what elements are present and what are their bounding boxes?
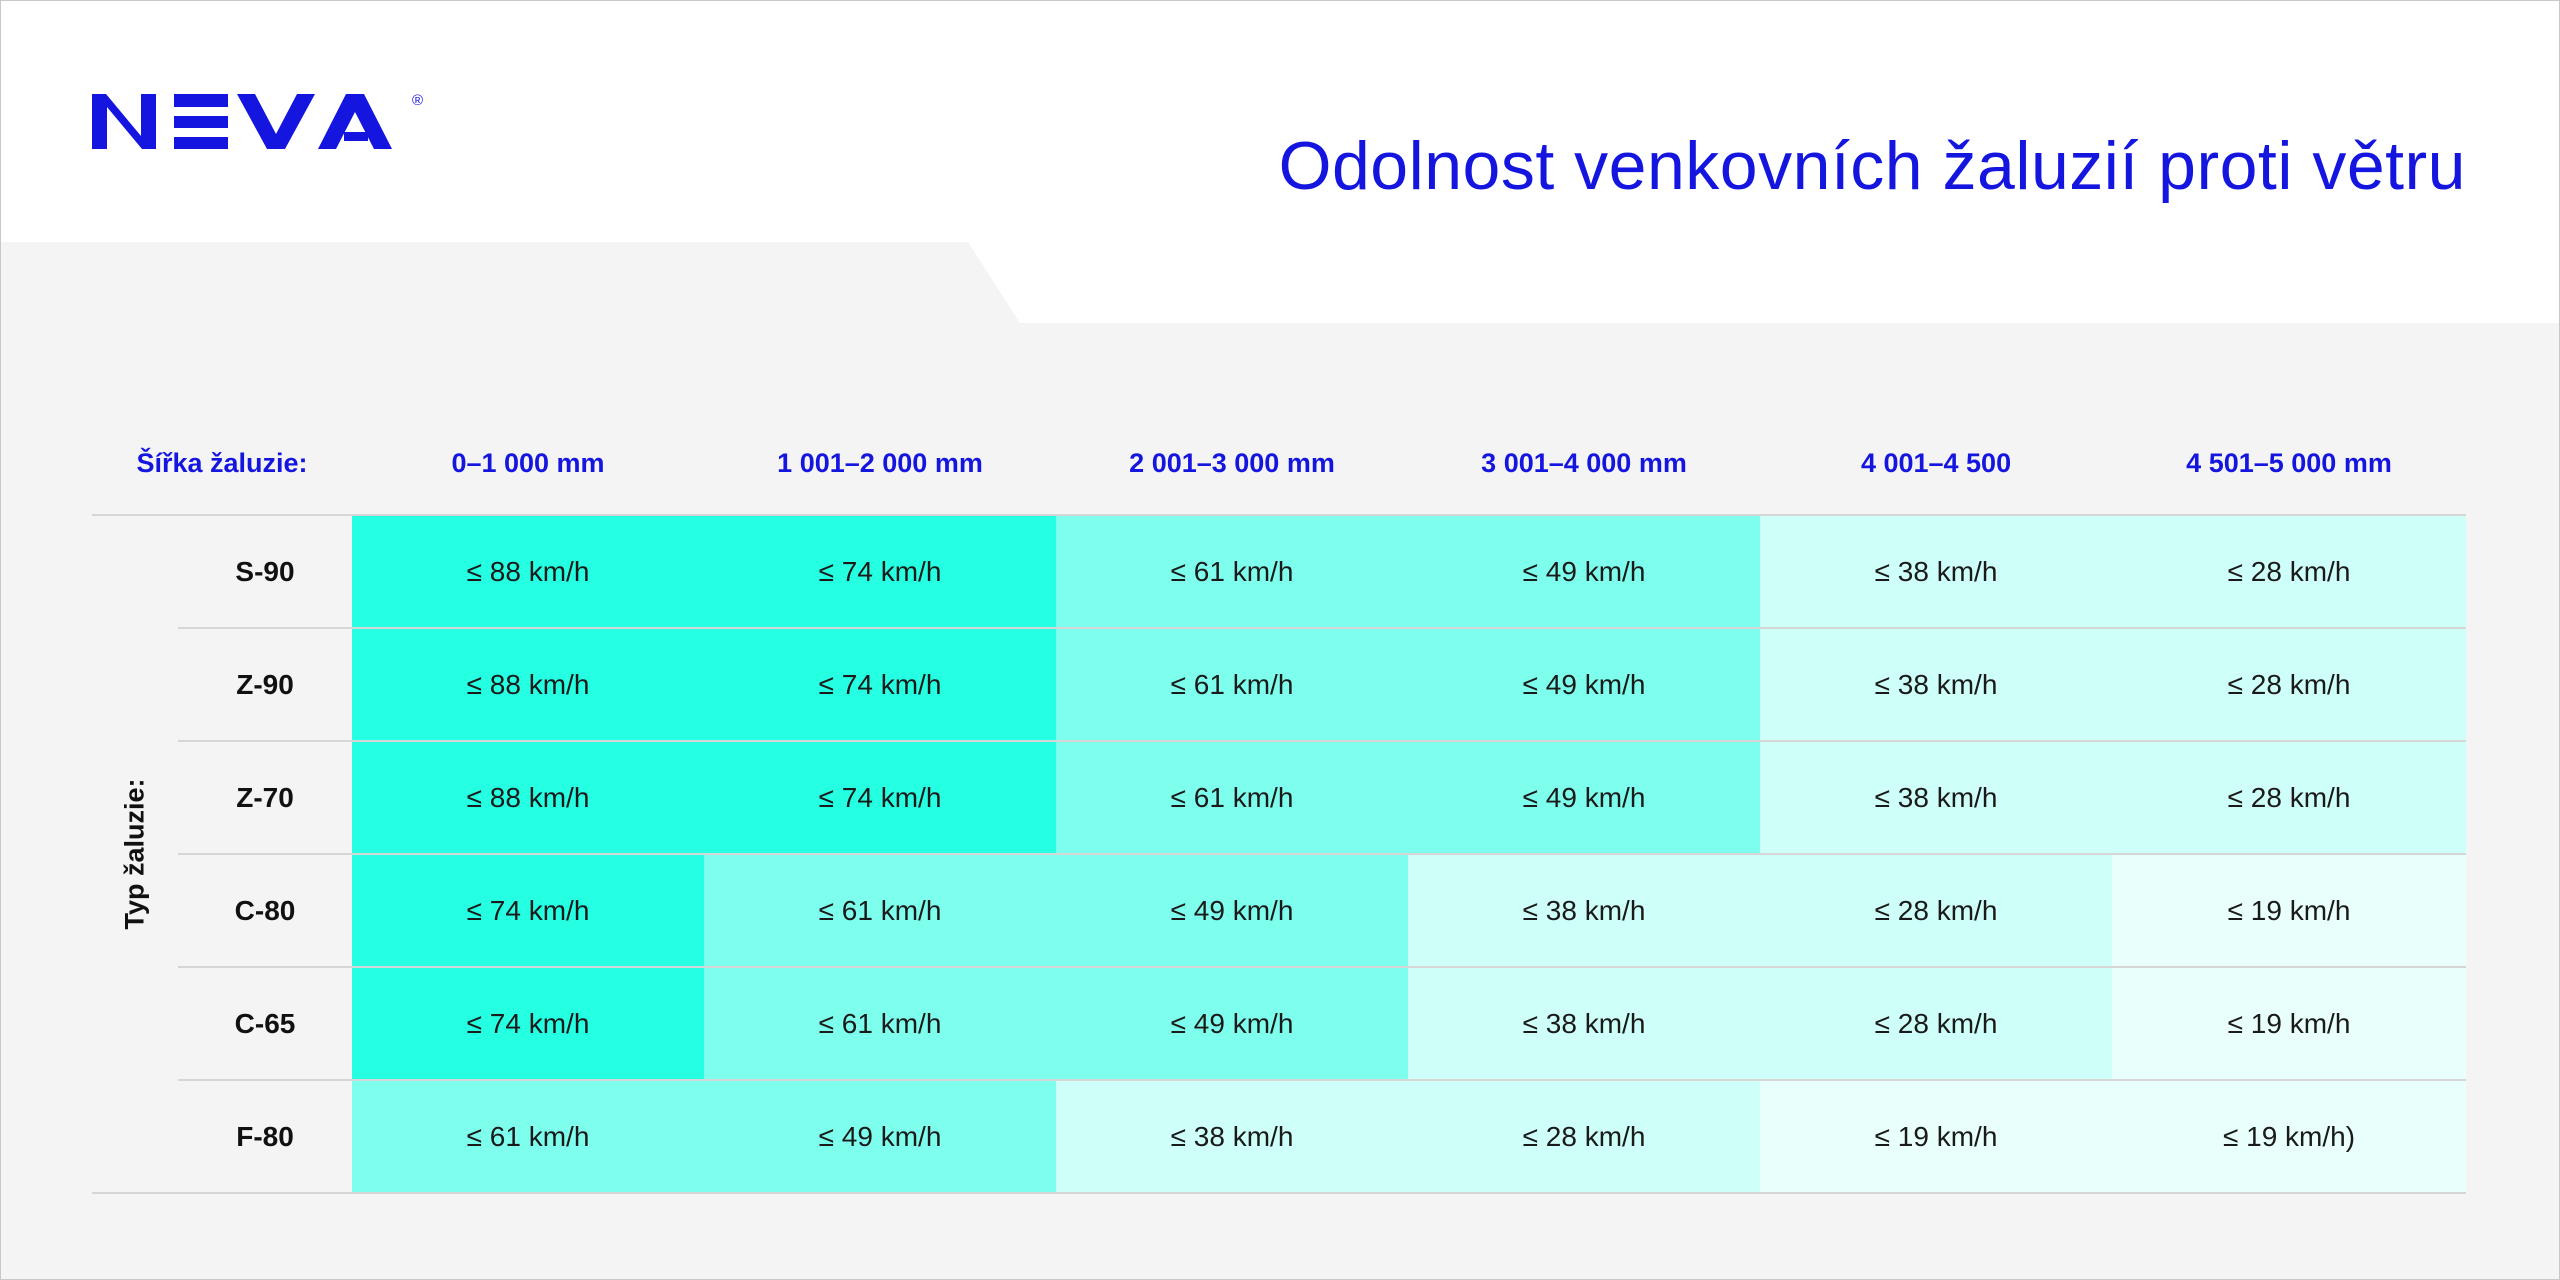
row-type-label: F-80 — [178, 1079, 353, 1194]
row-type-label: S-90 — [178, 514, 353, 628]
speed-cell: ≤ 49 km/h — [704, 1079, 1057, 1194]
table-row: Z-70 ≤ 88 km/h ≤ 74 km/h ≤ 61 km/h ≤ 49 km/h… — [92, 740, 2467, 854]
speed-cell: ≤ 74 km/h — [704, 627, 1057, 741]
header-row: Šířka žaluzie: 0–1 000 mm 1 001–2 000 mm… — [92, 412, 2466, 515]
table-row: F-80 ≤ 61 km/h ≤ 49 km/h ≤ 38 km/h ≤ 28 km/h… — [92, 1079, 2467, 1194]
speed-cell: ≤ 88 km/h — [352, 514, 705, 628]
column-header: 4 501–5 000 mm — [2186, 447, 2392, 478]
speed-cell: ≤ 19 km/h) — [2112, 1079, 2467, 1194]
table-row: Typ žaluzie: S-90 ≤ 88 km/h ≤ 74 km/h ≤ 61 k… — [92, 514, 2467, 1194]
speed-cell: ≤ 74 km/h — [704, 740, 1057, 854]
column-header: 2 001–3 000 mm — [1129, 447, 1335, 478]
page-title: Odolnost venkovních žaluzií proti větru — [1278, 128, 2466, 204]
speed-cell: ≤ 19 km/h — [2112, 966, 2467, 1080]
speed-cell: ≤ 38 km/h — [1408, 966, 1761, 1080]
speed-cell: ≤ 49 km/h — [1408, 627, 1761, 741]
speed-cell: ≤ 61 km/h — [1056, 740, 1409, 854]
speed-cell: ≤ 49 km/h — [1056, 853, 1409, 967]
table-row: C-65 ≤ 74 km/h ≤ 61 km/h ≤ 49 km/h ≤ 38 km/h… — [92, 966, 2467, 1080]
speed-cell: ≤ 38 km/h — [1056, 1079, 1409, 1194]
row-type-label: C-80 — [178, 853, 353, 967]
speed-cell: ≤ 49 km/h — [1056, 966, 1409, 1080]
table-row: C-80 ≤ 74 km/h ≤ 61 km/h ≤ 49 km/h ≤ 38 km/h… — [92, 853, 2467, 967]
speed-cell: ≤ 74 km/h — [352, 853, 705, 967]
type-label: Typ žaluzie: — [119, 778, 150, 930]
row-type-label: C-65 — [178, 966, 353, 1080]
width-label: Šířka žaluzie: — [136, 447, 308, 478]
speed-cell: ≤ 61 km/h — [704, 966, 1057, 1080]
column-header: 0–1 000 mm — [451, 447, 605, 478]
speed-cell: ≤ 74 km/h — [352, 966, 705, 1080]
column-header: 4 001–4 500 — [1860, 447, 2012, 478]
speed-cell: ≤ 88 km/h — [352, 627, 705, 741]
speed-cell: ≤ 38 km/h — [1760, 627, 2113, 741]
speed-cell: ≤ 28 km/h — [1408, 1079, 1761, 1194]
neva-logo: ® — [92, 92, 423, 149]
column-header: 1 001–2 000 mm — [777, 447, 983, 478]
speed-cell: ≤ 19 km/h — [2112, 853, 2467, 967]
row-type-label: Z-90 — [178, 627, 353, 741]
speed-cell: ≤ 74 km/h — [704, 514, 1057, 628]
speed-cell: ≤ 38 km/h — [1760, 740, 2113, 854]
speed-cell: ≤ 28 km/h — [1760, 966, 2113, 1080]
speed-cell: ≤ 49 km/h — [1408, 740, 1761, 854]
speed-cell: ≤ 28 km/h — [2112, 627, 2467, 741]
speed-cell: ≤ 28 km/h — [2112, 514, 2467, 628]
wind-resistance-table: Šířka žaluzie: 0–1 000 mm 1 001–2 000 mm… — [92, 412, 2467, 1194]
column-header: 3 001–4 000 mm — [1481, 447, 1687, 478]
speed-cell: ≤ 61 km/h — [352, 1079, 705, 1194]
speed-cell: ≤ 19 km/h — [1760, 1079, 2113, 1194]
speed-cell: ≤ 61 km/h — [704, 853, 1057, 967]
speed-cell: ≤ 61 km/h — [1056, 627, 1409, 741]
speed-cell: ≤ 28 km/h — [2112, 740, 2467, 854]
speed-cell: ≤ 28 km/h — [1760, 853, 2113, 967]
speed-cell: ≤ 88 km/h — [352, 740, 705, 854]
type-label-cell: Typ žaluzie: — [92, 514, 178, 1194]
row-type-label: Z-70 — [178, 740, 353, 854]
table-row: Z-90 ≤ 88 km/h ≤ 74 km/h ≤ 61 km/h ≤ 49 km/h… — [92, 627, 2467, 741]
header-background — [0, 0, 2560, 323]
registered-mark: ® — [412, 92, 423, 109]
speed-cell: ≤ 61 km/h — [1056, 514, 1409, 628]
speed-cell: ≤ 49 km/h — [1408, 514, 1761, 628]
speed-cell: ≤ 38 km/h — [1408, 853, 1761, 967]
speed-cell: ≤ 38 km/h — [1760, 514, 2113, 628]
